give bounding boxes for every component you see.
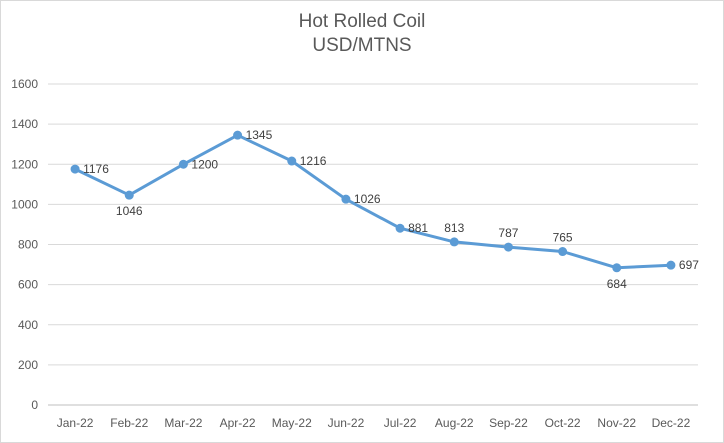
y-tick-label: 1200 [11, 157, 38, 171]
x-tick-label: Aug-22 [435, 416, 474, 430]
x-tick-label: Jun-22 [328, 416, 365, 430]
data-point [70, 164, 80, 174]
data-point [666, 260, 676, 270]
data-label: 1345 [246, 128, 273, 142]
x-tick-label: Jul-22 [384, 416, 417, 430]
chart-title: Hot Rolled Coil [298, 11, 426, 32]
x-tick-label: Dec-22 [652, 416, 691, 430]
data-label: 1026 [354, 192, 381, 206]
x-axis-tick-labels: Jan-22 Feb-22 Mar-22 Apr-22 May-22 Jun-22 Jul-… [57, 416, 691, 430]
y-tick-label: 400 [18, 318, 38, 332]
y-tick-label: 1400 [11, 117, 38, 131]
data-label: 684 [607, 277, 627, 291]
data-point [558, 247, 568, 257]
x-tick-label: Nov-22 [597, 416, 636, 430]
data-label: 813 [444, 221, 464, 235]
x-tick-label: May-22 [272, 416, 312, 430]
data-point [449, 237, 459, 247]
y-tick-label: 200 [18, 358, 38, 372]
series-line [73, 133, 673, 270]
data-point [612, 263, 622, 273]
data-label: 1046 [116, 204, 143, 218]
data-label: 787 [498, 226, 518, 240]
data-labels: 1176 1046 1200 1345 1216 1026 881 813 787 765 684 6… [83, 128, 699, 291]
data-label: 1176 [83, 162, 109, 176]
data-point [124, 190, 134, 200]
x-tick-label: Apr-22 [220, 416, 256, 430]
y-axis-tick-labels: 0 200 400 600 800 1000 1200 1400 1600 [11, 77, 38, 412]
data-label: 1216 [300, 154, 327, 168]
y-tick-label: 1600 [11, 77, 38, 91]
x-tick-label: Sep-22 [489, 416, 528, 430]
data-point [341, 194, 351, 204]
x-tick-label: Jan-22 [57, 416, 94, 430]
y-tick-label: 800 [18, 238, 38, 252]
x-tick-label: Mar-22 [164, 416, 202, 430]
data-label: 881 [408, 221, 428, 235]
data-label: 697 [679, 258, 699, 272]
chart-subtitle: USD/MTNS [312, 35, 412, 56]
chart-title-block: Hot Rolled Coil USD/MTNS [0, 10, 724, 58]
data-label: 765 [553, 231, 573, 245]
y-tick-label: 0 [31, 398, 38, 412]
data-point [233, 130, 243, 140]
x-tick-label: Feb-22 [110, 416, 148, 430]
data-label: 1200 [191, 157, 218, 171]
gridlines [48, 83, 698, 406]
x-tick-label: Oct-22 [545, 416, 581, 430]
y-tick-label: 600 [18, 278, 38, 292]
data-point [503, 242, 513, 252]
y-tick-label: 1000 [11, 197, 38, 211]
data-points [70, 130, 676, 273]
data-point [287, 156, 297, 166]
data-point [395, 223, 405, 233]
data-point [178, 159, 188, 169]
